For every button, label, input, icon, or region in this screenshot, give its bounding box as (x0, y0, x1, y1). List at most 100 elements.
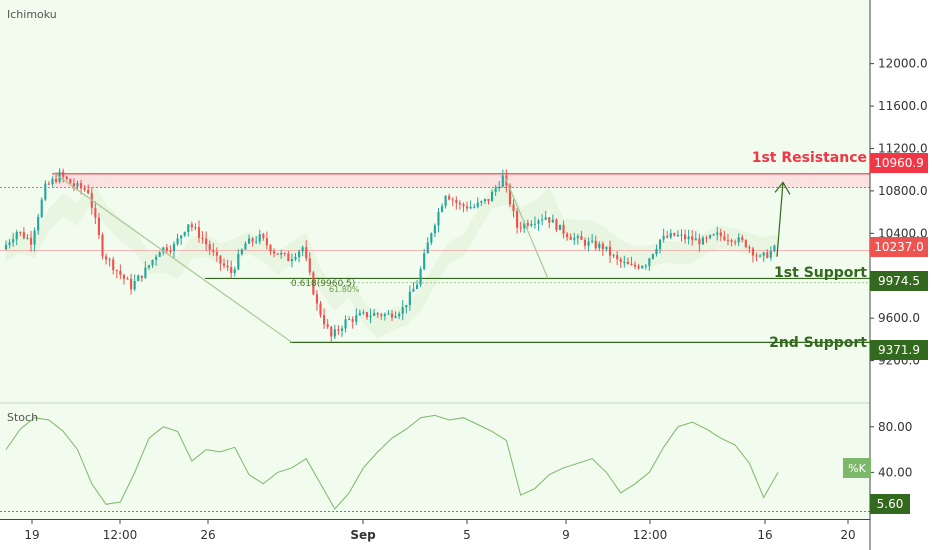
candle-body (108, 259, 111, 261)
candle-body (44, 183, 47, 200)
candle-body (751, 248, 755, 256)
candle-body (748, 247, 751, 249)
candle-body (298, 251, 301, 257)
candle-body (373, 312, 376, 316)
candle-body (183, 232, 186, 236)
resistance-label: 1st Resistance (752, 150, 867, 166)
top-indicator-label: Ichimoku (7, 8, 57, 21)
candle-body (137, 275, 140, 282)
bottom-indicator-label: Stoch (7, 411, 38, 424)
candle-body (426, 242, 429, 254)
candle-body (644, 265, 647, 267)
candle-body (533, 223, 537, 225)
candle-body (566, 233, 569, 238)
candle-body (87, 189, 90, 194)
time-tick-label: 12:00 (103, 528, 138, 542)
candle-body (508, 185, 512, 205)
candle-body (458, 202, 461, 205)
second-support-price-badge (870, 340, 928, 360)
candle-body (301, 247, 304, 252)
candle-body (351, 319, 354, 322)
candle-body (501, 175, 504, 187)
candle-body (415, 284, 419, 289)
candle-body (519, 227, 522, 229)
candlesticks (4, 168, 776, 342)
candle-body (576, 236, 579, 239)
second-support-price-value: 9371.9 (878, 343, 920, 357)
candle-body (258, 234, 261, 242)
candle-body (405, 305, 408, 308)
candle-body (190, 224, 193, 228)
candle-body (205, 238, 208, 245)
candle-body (744, 240, 747, 248)
candle-body (155, 256, 158, 260)
candle-body (376, 312, 379, 315)
drawing-arrows (54, 173, 791, 343)
candle-body (194, 227, 197, 229)
last-price-value: 10237.0 (874, 240, 924, 254)
cloud-band (6, 179, 778, 339)
candle-body (562, 224, 565, 234)
candle-body (401, 307, 404, 314)
candle-body (587, 241, 590, 246)
candle-body (101, 234, 104, 257)
candle-body (119, 270, 122, 275)
candle-body (480, 201, 483, 203)
candle-body (47, 183, 50, 185)
price-tick-label: 12000.0 (878, 57, 928, 71)
candle-body (419, 269, 422, 285)
candle-body (247, 238, 251, 244)
candle-body (355, 315, 358, 322)
candle-body (201, 237, 204, 239)
candle-body (712, 234, 715, 236)
candle-body (726, 239, 730, 241)
stoch-k-line (5, 414, 779, 510)
candle-body (94, 208, 97, 218)
candle-body (237, 254, 240, 270)
candle-body (365, 312, 369, 318)
candle-body (272, 251, 276, 254)
candle-body (719, 232, 722, 237)
candle-body (662, 235, 665, 240)
candle-body (115, 270, 118, 272)
candle-body (244, 243, 247, 250)
candle-body (208, 244, 211, 250)
candle-body (630, 264, 633, 266)
stoch-value-badge (870, 494, 910, 514)
candle-body (408, 291, 411, 306)
candle-body (290, 259, 293, 262)
candle-body (158, 252, 161, 257)
candle-body (616, 255, 619, 260)
candle-body (65, 176, 68, 179)
candle-body (362, 312, 365, 314)
candle-body (423, 253, 426, 270)
candle-body (698, 238, 701, 245)
second-support-label: 2nd Support (769, 335, 867, 351)
candle-body (430, 233, 433, 243)
candle-body (54, 179, 58, 182)
candle-body (651, 254, 654, 259)
candle-body (723, 236, 726, 240)
candle-body (240, 249, 243, 255)
resistance-zone (52, 173, 870, 188)
time-tick-label: 12:00 (633, 528, 668, 542)
candle-body (29, 237, 33, 245)
stoch-value: 5.60 (877, 497, 904, 511)
candle-body (308, 258, 311, 273)
candle-body (180, 235, 183, 239)
candle-body (33, 230, 36, 245)
candle-body (498, 186, 501, 189)
candle-body (687, 236, 690, 240)
candle-body (516, 211, 519, 228)
candle-body (541, 219, 544, 221)
candle-body (569, 237, 572, 240)
candle-body (215, 252, 218, 256)
candle-body (251, 238, 254, 242)
candle-body (680, 234, 683, 236)
candle-body (594, 240, 597, 249)
candle-body (469, 206, 472, 209)
candle-body (319, 303, 322, 316)
candle-body (487, 199, 490, 202)
candle-body (741, 237, 744, 241)
